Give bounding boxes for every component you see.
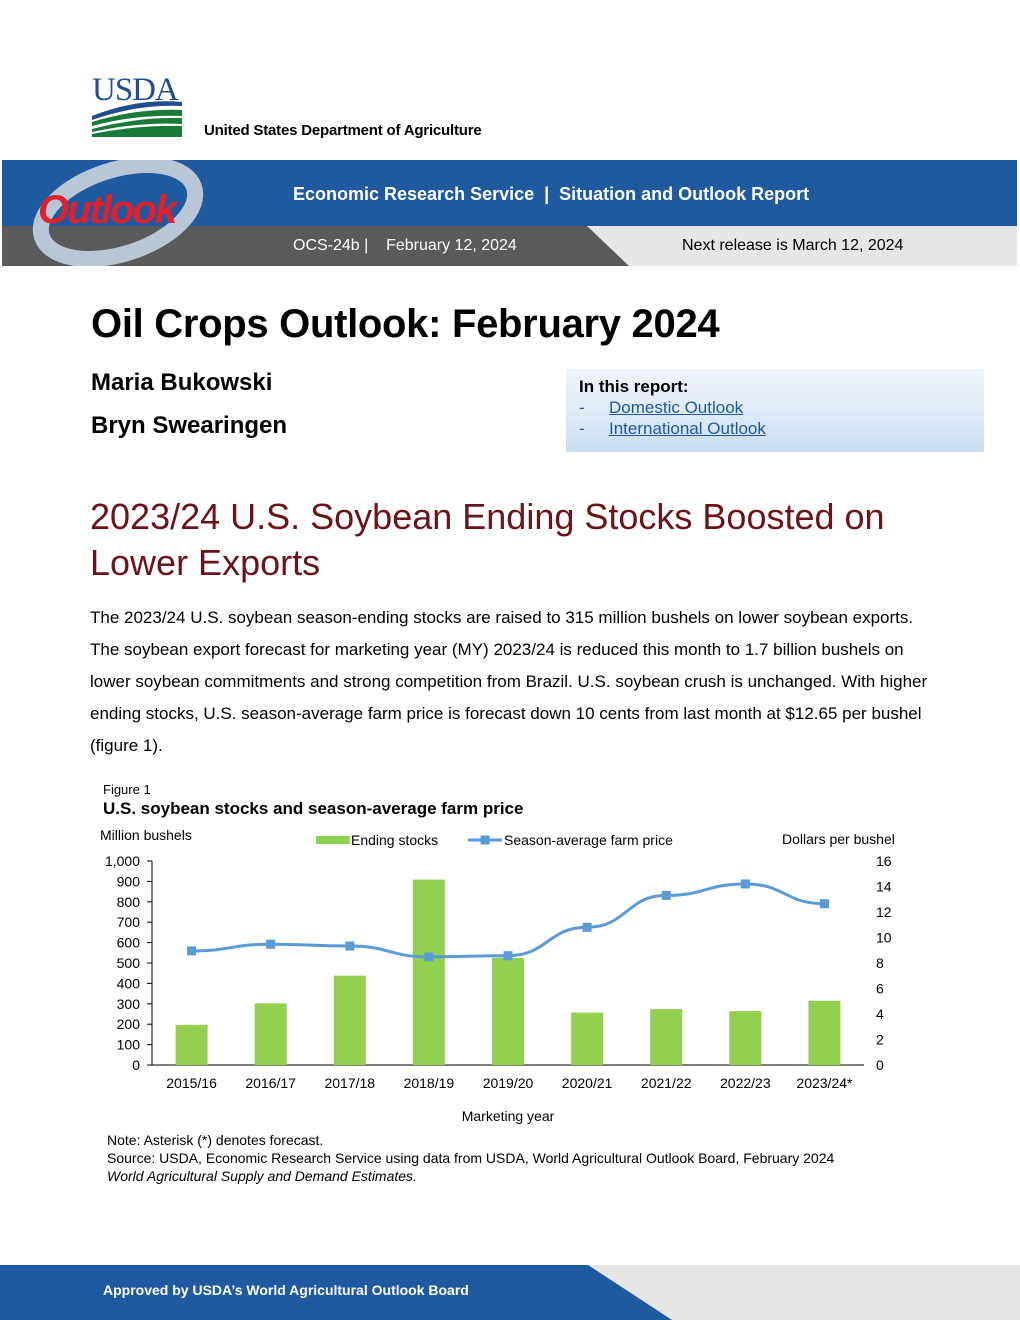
bar-ending-stocks [254,1003,287,1065]
y-tick-label-right: 14 [876,879,892,895]
bar-ending-stocks [808,1000,841,1065]
price-point [819,899,829,909]
x-tick-label: 2022/23 [720,1075,771,1091]
next-release: Next release is March 12, 2024 [682,237,904,254]
y-tick-label-left: 100 [117,1037,141,1053]
y-tick-label-left: 200 [117,1016,141,1032]
x-tick-label: 2018/19 [404,1075,455,1091]
bar-ending-stocks [412,879,445,1065]
y-tick-label-left: 900 [117,873,141,889]
international-outlook-link[interactable]: International Outlook [609,419,766,438]
bar-ending-stocks [175,1024,208,1065]
price-point [503,951,513,961]
x-tick-label: 2015/16 [166,1075,217,1091]
list-bullet: - [579,398,585,417]
bar-ending-stocks [650,1009,683,1065]
outlook-swoosh-icon [32,157,204,267]
price-point [187,946,197,956]
list-bullet: - [579,419,585,438]
price-point [740,879,750,889]
legend-label-ending-stocks: Ending stocks [351,832,438,848]
y-tick-label-left: 0 [132,1057,140,1073]
footer-band [0,1265,1020,1320]
in-this-report-heading: In this report: [579,377,689,396]
x-tick-label: 2017/18 [324,1075,375,1091]
in-this-report-box [566,369,984,452]
page-title: Oil Crops Outlook: February 2024 [91,302,720,346]
y-axis-label-right: Dollars per bushel [782,831,895,847]
y-tick-label-left: 400 [117,975,141,991]
y-tick-label-left: 500 [117,955,141,971]
y-tick-label-left: 600 [117,935,141,951]
outlook-logo: Outlook [0,157,220,267]
x-tick-label: 2023/24* [796,1075,853,1091]
price-point [661,890,671,900]
y-tick-label-left: 1,000 [105,853,140,869]
price-point [424,952,434,962]
price-point [345,941,355,951]
figure-source: Source: USDA, Economic Research Service … [107,1150,835,1166]
y-tick-label-right: 0 [876,1057,884,1073]
legend-swatch-ending-stocks [316,836,350,844]
bar-ending-stocks [729,1011,762,1065]
price-point [582,922,592,932]
banner-title: Economic Research Service | Situation an… [293,184,810,204]
outlook-logo-text: Outlook [38,188,177,232]
body-paragraph: The 2023/24 U.S. soybean season-ending s… [90,608,928,755]
x-tick-label: 2016/17 [245,1075,296,1091]
legend-label-price: Season-average farm price [504,832,673,848]
bar-ending-stocks [492,957,524,1065]
y-tick-label-left: 300 [117,996,141,1012]
y-axis-label-left: Million bushels [100,827,192,843]
x-tick-label: 2020/21 [562,1075,613,1091]
author-name: Maria Bukowski [91,369,273,396]
y-tick-label-right: 4 [876,1006,884,1022]
x-axis-label: Marketing year [462,1108,555,1124]
y-tick-label-right: 8 [876,955,884,971]
y-tick-label-right: 6 [876,981,884,997]
price-line [191,882,825,959]
figure-note: Note: Asterisk (*) denotes forecast. [107,1132,324,1148]
section-heading: 2023/24 U.S. Soybean Ending Stocks Boost… [90,496,885,583]
y-tick-label-right: 16 [876,853,892,869]
soybean-chart: 0 100 200 300 400 500 600 700 800 900 1,000 0 2 4 6 8 10… [100,827,895,1124]
price-point [266,939,276,949]
figure-source-title: World Agricultural Supply and Demand Est… [107,1168,417,1184]
domestic-outlook-link[interactable]: Domestic Outlook [609,398,744,417]
footer-text: Approved by USDA’s World Agricultural Ou… [103,1282,469,1298]
department-name: United States Department of Agriculture [204,122,482,139]
bar-ending-stocks [571,1012,604,1065]
y-tick-label-right: 10 [876,930,892,946]
y-tick-label-right: 12 [876,904,892,920]
legend-swatch-price-marker [480,835,490,845]
usda-logo: USDA [92,72,182,138]
bar-ending-stocks [333,975,366,1065]
x-tick-label: 2021/22 [641,1075,692,1091]
figure-title: U.S. soybean stocks and season-average f… [103,799,524,818]
figure-label: Figure 1 [103,782,151,797]
x-tick-label: 2019/20 [483,1075,534,1091]
y-tick-label-left: 800 [117,894,141,910]
usda-field-graphic [92,101,182,137]
y-tick-label-left: 700 [117,914,141,930]
y-tick-label-right: 2 [876,1032,884,1048]
issue-info: OCS-24b | February 12, 2024 [293,237,517,254]
author-name: Bryn Swearingen [91,412,288,439]
